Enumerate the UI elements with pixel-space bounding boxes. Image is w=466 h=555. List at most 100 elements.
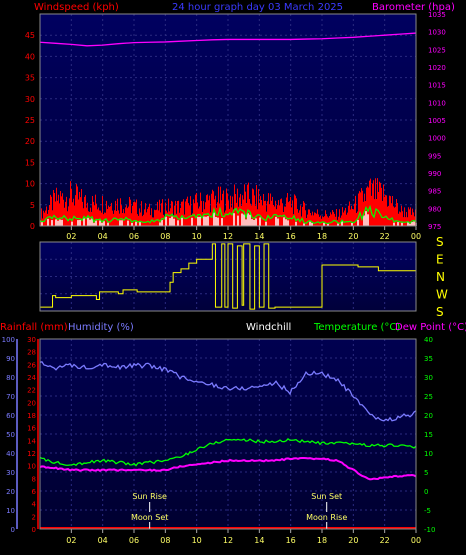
x-tick-label: 16: [286, 232, 296, 241]
humidity-tick-label: 30: [6, 469, 15, 477]
dewpoint-axis-title: Dew Point (°C): [395, 322, 466, 333]
humidity-tick-label: 0: [11, 526, 15, 534]
barometer-tick-label: 1010: [428, 99, 446, 107]
temperature-tick-label: -10: [424, 526, 435, 534]
wind-baro-series: [39, 32, 417, 226]
x-tick-label: 16: [286, 536, 296, 545]
x-tick-label: 20: [348, 232, 358, 241]
rainfall-tick-label: 28: [27, 349, 36, 357]
dewpoint-line: [39, 456, 417, 481]
barometer-tick-label: 1000: [428, 135, 446, 143]
rainfall-tick-label: 12: [27, 450, 36, 458]
x-tick-label: 08: [160, 232, 170, 241]
barometer-tick-label: 1030: [428, 29, 446, 37]
x-tick-label: 12: [223, 232, 233, 241]
humidity-tick-label: 40: [6, 450, 15, 458]
temperature-line: [39, 438, 417, 467]
average-line: [39, 204, 417, 225]
x-tick-label: 22: [380, 536, 390, 545]
rainfall-tick-label: 16: [27, 425, 36, 433]
direction-label: E: [436, 253, 444, 267]
barometer-tick-label: 1020: [428, 64, 446, 72]
rainfall-tick-label: 14: [27, 437, 36, 445]
temperature-tick-label: 15: [424, 431, 433, 439]
temp-humidity-x-ticks: 02 04 06 08 10 12 14 16 18 20 22 00: [66, 536, 421, 545]
temperature-tick-label: 20: [424, 412, 433, 420]
humidity-tick-label: 20: [6, 488, 15, 496]
x-tick-label: 18: [317, 536, 327, 545]
wind-baro-frame: [39, 13, 417, 227]
humidity-tick-label: 10: [6, 507, 15, 515]
rainfall-axis-title: Rainfall (mm): [0, 322, 68, 333]
rainfall-tick-label: 8: [32, 475, 36, 483]
temperature-tick-label: 35: [424, 355, 433, 363]
windspeed-tick-label: 35: [25, 74, 35, 83]
x-tick-label: 08: [160, 536, 170, 545]
windspeed-tick-label: 25: [25, 116, 35, 125]
sun-set-label: Sun Set: [311, 492, 342, 501]
moon-set-label: Moon Set: [131, 513, 168, 522]
humidity-tick-label: 50: [6, 431, 15, 439]
windspeed-tick-label: 30: [25, 95, 35, 104]
temp-humidity-frame: [39, 338, 417, 530]
barometer-tick-label: 1005: [428, 117, 446, 125]
sun-rise-label: Sun Rise: [132, 492, 167, 501]
temperature-tick-label: 40: [424, 336, 433, 344]
windspeed-tick-label: 5: [30, 201, 35, 210]
windspeed-axis-title: Windspeed (kph): [34, 2, 119, 13]
barometer-tick-label: 975: [428, 223, 441, 231]
humidity-line: [39, 361, 417, 422]
wind-baro-axes: 0510152025303540459759809859909951000100…: [25, 11, 446, 231]
direction-label: W: [436, 288, 448, 302]
humidity-tick-label: 100: [2, 336, 15, 344]
x-tick-label: 18: [317, 232, 327, 241]
rainfall-tick-label: 20: [27, 399, 36, 407]
graph-title: 24 hour graph day 03 March 2025: [172, 2, 343, 13]
windspeed-tick-label: 0: [30, 222, 35, 231]
x-tick-label: 00: [411, 536, 421, 545]
temperature-axis-title: Temperature (°C): [313, 322, 400, 333]
moon-rise-label: Moon Rise: [306, 513, 347, 522]
wind-baro-x-ticks: 02 04 06 08 10 12 14 16 18 20 22 00: [66, 232, 421, 241]
rainfall-tick-label: 10: [27, 463, 36, 471]
x-tick-label: 10: [192, 536, 202, 545]
temperature-tick-label: 25: [424, 393, 433, 401]
temperature-tick-label: 5: [424, 469, 428, 477]
x-tick-label: 00: [411, 232, 421, 241]
rainfall-tick-label: 26: [27, 361, 36, 369]
windspeed-tick-label: 40: [25, 52, 35, 61]
rainfall-tick-label: 18: [27, 412, 36, 420]
rainfall-tick-label: 6: [32, 488, 37, 496]
x-tick-label: 14: [254, 232, 264, 241]
barometer-tick-label: 1025: [428, 46, 446, 54]
temperature-tick-label: 30: [424, 374, 433, 382]
x-tick-label: 04: [98, 232, 108, 241]
barometer-tick-label: 1015: [428, 82, 446, 90]
humidity-axis-title: Humidity (%): [68, 322, 134, 333]
astro-annotations: Sun Rise Moon Set Sun Set Moon Rise: [131, 492, 347, 529]
humidity-tick-label: 90: [6, 355, 15, 363]
barometer-tick-label: 985: [428, 188, 441, 196]
temperature-tick-label: 0: [424, 488, 428, 496]
direction-label: S: [436, 305, 444, 319]
humidity-tick-label: 60: [6, 412, 15, 420]
temp-humidity-axes: -10-505101520253035400102030405060708090…: [2, 336, 436, 534]
wind-direction-frame: [39, 241, 417, 312]
windspeed-tick-label: 15: [25, 158, 35, 167]
x-tick-label: 14: [254, 536, 264, 545]
windchill-label: Windchill: [246, 322, 291, 333]
windspeed-tick-label: 20: [25, 137, 35, 146]
temperature-tick-label: 10: [424, 450, 433, 458]
barometer-axis-title: Barometer (hpa): [372, 2, 455, 13]
x-tick-label: 22: [380, 232, 390, 241]
rainfall-tick-label: 4: [32, 501, 37, 509]
humidity-tick-label: 70: [6, 393, 15, 401]
wind-direction-series: [40, 243, 416, 310]
rainfall-tick-label: 2: [32, 513, 36, 521]
x-tick-label: 06: [129, 232, 139, 241]
x-tick-label: 04: [98, 536, 108, 545]
rainfall-tick-label: 30: [27, 336, 36, 344]
x-tick-label: 02: [66, 232, 76, 241]
x-tick-label: 12: [223, 536, 233, 545]
